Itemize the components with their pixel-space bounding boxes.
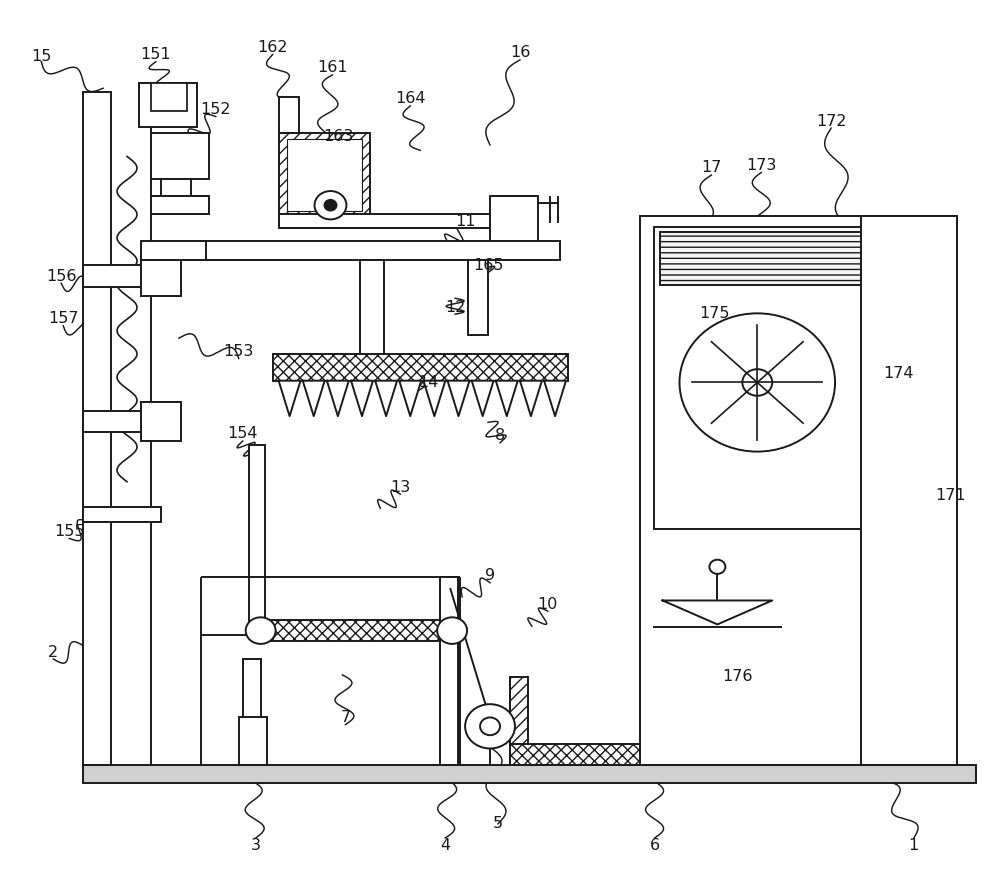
Text: 152: 152 (201, 102, 231, 117)
Text: 154: 154 (227, 427, 258, 441)
Bar (468, 260, 488, 335)
Polygon shape (663, 600, 772, 624)
Bar (839, 677, 857, 765)
Bar (273, 354, 568, 380)
Bar (141, 257, 181, 296)
Bar (279, 97, 299, 132)
Bar (640, 216, 957, 765)
Text: 14: 14 (418, 375, 438, 390)
Polygon shape (448, 380, 469, 416)
Bar (510, 744, 857, 765)
Polygon shape (544, 380, 566, 416)
Text: 161: 161 (317, 60, 348, 76)
Bar (279, 214, 518, 228)
Bar (440, 578, 458, 765)
Text: 172: 172 (816, 114, 846, 129)
Polygon shape (399, 380, 421, 416)
Text: 13: 13 (390, 479, 410, 494)
Bar (249, 444, 265, 635)
Text: 174: 174 (884, 366, 914, 381)
Bar (83, 92, 111, 765)
Bar (83, 765, 976, 783)
Polygon shape (351, 380, 373, 416)
Text: 11: 11 (455, 213, 475, 228)
Polygon shape (496, 380, 518, 416)
Text: 15: 15 (31, 49, 51, 64)
Text: 171: 171 (935, 488, 966, 503)
Polygon shape (303, 380, 325, 416)
Text: 153: 153 (224, 344, 254, 359)
Text: 10: 10 (538, 597, 558, 612)
Bar (510, 677, 528, 765)
Circle shape (324, 200, 336, 211)
Text: 4: 4 (440, 837, 450, 853)
Bar (83, 411, 161, 432)
Bar (253, 620, 460, 641)
Text: 175: 175 (699, 306, 730, 321)
Bar (287, 139, 362, 212)
Text: 12: 12 (445, 300, 465, 315)
Bar (201, 241, 560, 260)
Bar (861, 216, 957, 765)
Text: 5: 5 (493, 816, 503, 831)
Bar (360, 260, 384, 364)
Text: 8: 8 (495, 428, 505, 443)
Circle shape (315, 191, 346, 220)
Text: 156: 156 (46, 268, 76, 284)
Polygon shape (279, 380, 301, 416)
Polygon shape (520, 380, 542, 416)
Bar (141, 241, 206, 260)
Polygon shape (327, 380, 349, 416)
Bar (161, 179, 191, 196)
Text: 2: 2 (48, 645, 58, 661)
Text: 9: 9 (485, 568, 495, 583)
Circle shape (465, 704, 515, 749)
Circle shape (437, 617, 467, 644)
Text: 151: 151 (141, 47, 171, 62)
Text: 155: 155 (54, 524, 84, 539)
Bar (660, 232, 895, 285)
Polygon shape (375, 380, 397, 416)
Polygon shape (472, 380, 494, 416)
Text: 162: 162 (257, 40, 288, 55)
Bar (151, 196, 209, 214)
Bar (243, 659, 261, 765)
Bar (239, 717, 267, 765)
Bar (151, 132, 209, 179)
Text: 6: 6 (650, 837, 660, 853)
Text: 157: 157 (48, 311, 78, 326)
Circle shape (709, 560, 725, 574)
Bar (654, 228, 901, 529)
Bar (279, 132, 370, 220)
Circle shape (680, 313, 835, 452)
Bar (139, 83, 197, 127)
Text: 176: 176 (722, 669, 753, 685)
Text: 3: 3 (251, 837, 261, 853)
Circle shape (246, 617, 276, 644)
Bar (490, 196, 538, 250)
Polygon shape (423, 380, 445, 416)
Text: 7: 7 (340, 710, 350, 725)
Circle shape (480, 717, 500, 735)
Text: 16: 16 (510, 45, 530, 60)
Bar (141, 402, 181, 441)
Text: 164: 164 (395, 92, 426, 107)
Text: 17: 17 (701, 161, 722, 175)
Bar (83, 507, 161, 523)
Text: 163: 163 (323, 129, 354, 144)
Text: 165: 165 (473, 258, 503, 273)
Text: 173: 173 (746, 158, 776, 172)
Bar (151, 83, 187, 111)
Bar (83, 266, 161, 287)
Circle shape (742, 369, 772, 396)
Text: 1: 1 (909, 837, 919, 853)
